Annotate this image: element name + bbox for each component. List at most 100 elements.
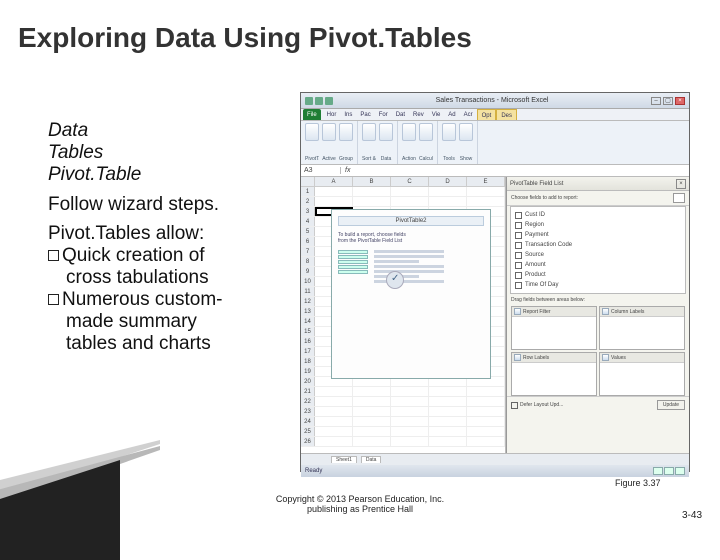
field-item[interactable]: Time Of Day (515, 280, 681, 290)
cell[interactable] (391, 427, 429, 436)
name-box[interactable]: A3 (301, 167, 341, 174)
zone-report-filter[interactable]: Report Filter (511, 306, 597, 350)
field-item[interactable]: Amount (515, 260, 681, 270)
cell[interactable] (391, 187, 429, 196)
checkbox-icon[interactable] (515, 242, 522, 249)
row-header[interactable]: 10 (301, 277, 315, 286)
cell[interactable] (315, 197, 353, 206)
ribbon-button[interactable] (362, 123, 376, 141)
ribbon-button[interactable] (459, 123, 473, 141)
cell[interactable] (391, 437, 429, 446)
zone-column-labels[interactable]: Column Labels (599, 306, 685, 350)
row-header[interactable]: 20 (301, 377, 315, 386)
row-header[interactable]: 9 (301, 267, 315, 276)
zone-row-labels[interactable]: Row Labels (511, 352, 597, 396)
row-header[interactable]: 25 (301, 427, 315, 436)
cell[interactable] (467, 417, 505, 426)
tab-review[interactable]: Rev (409, 109, 428, 120)
row-header[interactable]: 7 (301, 247, 315, 256)
cell[interactable] (467, 407, 505, 416)
cell[interactable] (315, 387, 353, 396)
tab-home[interactable]: Hor (323, 109, 341, 120)
row-header[interactable]: 4 (301, 217, 315, 226)
row-header[interactable]: 23 (301, 407, 315, 416)
ribbon-button[interactable] (322, 123, 336, 141)
tab-options[interactable]: Opt (477, 109, 497, 120)
row-header[interactable]: 12 (301, 297, 315, 306)
cell[interactable] (429, 437, 467, 446)
field-item[interactable]: Transaction Code (515, 240, 681, 250)
cell[interactable] (315, 427, 353, 436)
field-item[interactable]: Cust ID (515, 210, 681, 220)
checkbox-icon[interactable] (515, 272, 522, 279)
row-header[interactable]: 8 (301, 257, 315, 266)
row-header[interactable]: 1 (301, 187, 315, 196)
row-header[interactable]: 18 (301, 357, 315, 366)
cell[interactable] (467, 397, 505, 406)
checkbox-icon[interactable] (515, 212, 522, 219)
ribbon-button[interactable] (379, 123, 393, 141)
zone-values[interactable]: Values (599, 352, 685, 396)
tab-design[interactable]: Des (496, 109, 517, 120)
row-header[interactable]: 14 (301, 317, 315, 326)
minimize-icon[interactable]: – (651, 97, 661, 105)
cell[interactable] (467, 427, 505, 436)
cell[interactable] (391, 197, 429, 206)
cell[interactable] (353, 397, 391, 406)
cell[interactable] (315, 397, 353, 406)
cell[interactable] (353, 417, 391, 426)
cell[interactable] (353, 427, 391, 436)
checkbox-icon[interactable] (515, 262, 522, 269)
sheet-tab[interactable]: Sheet1 (331, 456, 357, 463)
maximize-icon[interactable]: ▢ (663, 97, 673, 105)
cell[interactable] (467, 437, 505, 446)
cell[interactable] (315, 407, 353, 416)
cell[interactable] (315, 437, 353, 446)
checkbox-icon[interactable] (515, 282, 522, 289)
field-item[interactable]: Payment (515, 230, 681, 240)
cell[interactable] (429, 397, 467, 406)
row-header[interactable]: 11 (301, 287, 315, 296)
checkbox-icon[interactable] (515, 222, 522, 229)
cell[interactable] (429, 427, 467, 436)
row-header[interactable]: 2 (301, 197, 315, 206)
tab-file[interactable]: File (303, 109, 321, 120)
field-item[interactable]: Region (515, 220, 681, 230)
cell[interactable] (429, 387, 467, 396)
cell[interactable] (315, 417, 353, 426)
worksheet[interactable]: A B C D E 123456789101112131415161718192… (301, 177, 506, 453)
cell[interactable] (353, 387, 391, 396)
ribbon-button[interactable] (402, 123, 416, 141)
cell[interactable] (391, 387, 429, 396)
cell[interactable] (429, 197, 467, 206)
field-item[interactable]: Source (515, 250, 681, 260)
cell[interactable] (429, 187, 467, 196)
tab-addins[interactable]: Ad (444, 109, 459, 120)
cell[interactable] (315, 187, 353, 196)
checkbox-icon[interactable] (515, 252, 522, 259)
tab-view[interactable]: Vie (428, 109, 445, 120)
row-header[interactable]: 22 (301, 397, 315, 406)
cell[interactable] (429, 407, 467, 416)
row-header[interactable]: 6 (301, 237, 315, 246)
tab-formulas[interactable]: For (375, 109, 392, 120)
cell[interactable] (429, 417, 467, 426)
layout-dropdown-icon[interactable] (673, 193, 685, 203)
row-header[interactable]: 19 (301, 367, 315, 376)
cell[interactable] (391, 417, 429, 426)
row-header[interactable]: 15 (301, 327, 315, 336)
row-header[interactable]: 17 (301, 347, 315, 356)
defer-checkbox[interactable]: Defer Layout Upd... (511, 402, 563, 409)
tab-acrobat[interactable]: Acr (460, 109, 477, 120)
cell[interactable] (467, 387, 505, 396)
row-header[interactable]: 3 (301, 207, 315, 216)
close-icon[interactable]: × (675, 97, 685, 105)
sheet-tab[interactable]: Data (361, 456, 382, 463)
tab-pagelayout[interactable]: Pac (356, 109, 374, 120)
row-header[interactable]: 24 (301, 417, 315, 426)
row-header[interactable]: 21 (301, 387, 315, 396)
row-header[interactable]: 16 (301, 337, 315, 346)
cell[interactable] (353, 407, 391, 416)
fx-icon[interactable]: fx (341, 167, 354, 174)
checkbox-icon[interactable] (515, 232, 522, 239)
